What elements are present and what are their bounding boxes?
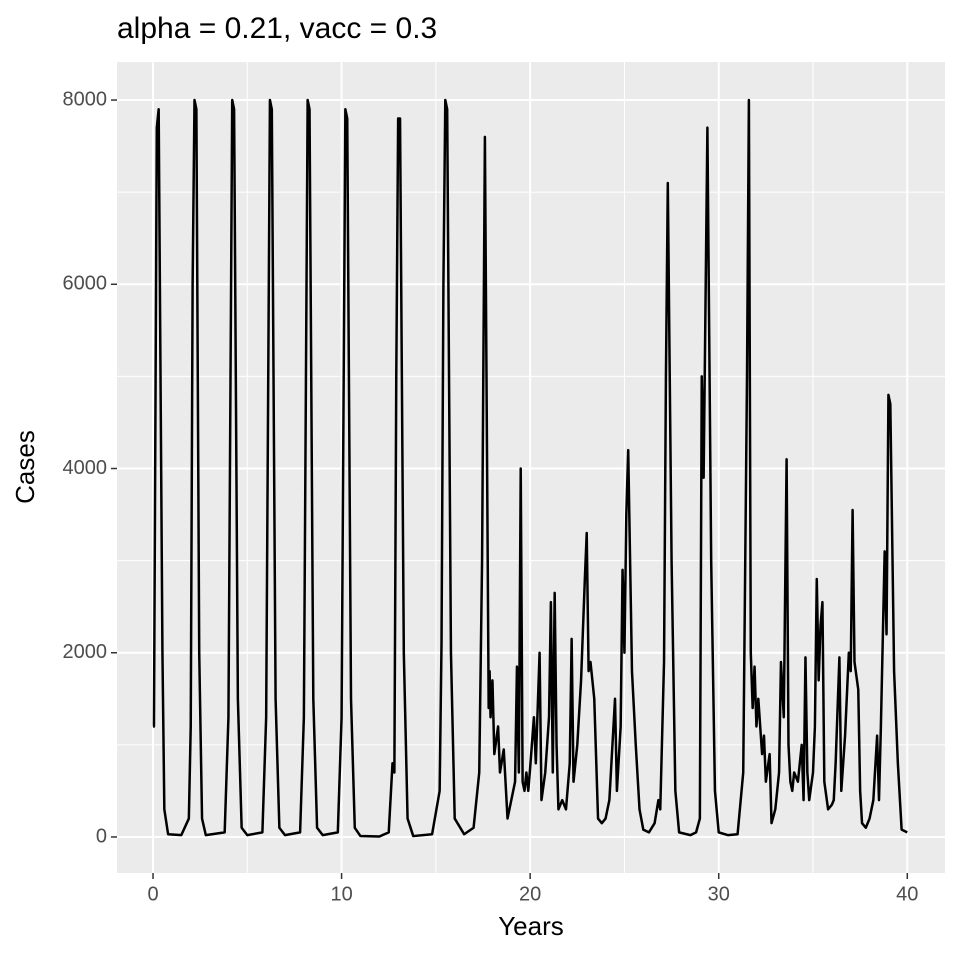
- x-tick-label: 10: [330, 883, 352, 905]
- y-axis-label: Cases: [10, 430, 40, 504]
- x-tick-label: 0: [147, 883, 158, 905]
- y-tick-label: 6000: [63, 273, 108, 295]
- y-tick-label: 0: [96, 825, 107, 847]
- x-tick-label: 30: [708, 883, 730, 905]
- x-tick-label: 20: [519, 883, 541, 905]
- y-tick-label: 4000: [63, 457, 108, 479]
- x-tick-label: 40: [896, 883, 918, 905]
- x-axis-label: Years: [498, 911, 564, 941]
- y-tick-label: 8000: [63, 88, 108, 110]
- chart-title: alpha = 0.21, vacc = 0.3: [117, 12, 437, 45]
- line: [152, 98, 908, 838]
- y-tick-label: 2000: [63, 641, 108, 663]
